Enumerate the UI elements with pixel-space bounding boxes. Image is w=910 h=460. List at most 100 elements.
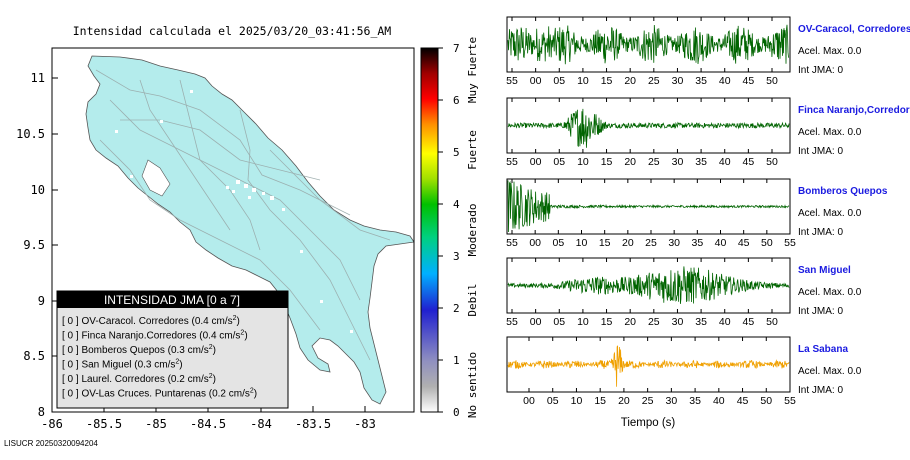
colorbar-tick-label: 5	[453, 146, 460, 159]
colorbar-category-label: No sentido	[466, 352, 479, 418]
waveform-tick-label: 15	[601, 156, 613, 168]
waveform-tick-label: 00	[530, 75, 542, 87]
colorbar-tick-label: 3	[453, 250, 460, 263]
waveform-tick-label: 50	[761, 237, 773, 249]
waveform-tick-label: 55	[784, 395, 796, 407]
station-name: OV-Caracol, Corredores	[798, 24, 910, 35]
intensity-colorbar: 0 1 2 3 4 5 6 7 No sentido Debil Moderado Fuerte Mu…	[420, 37, 479, 419]
waveform-tick-label: 55	[506, 156, 518, 168]
waveform-tick-label: 40	[719, 316, 731, 328]
map-x-axis: -86 -85.5 -85 -84.5 -84 -83.5 -83	[41, 406, 376, 431]
waveform-tick-label: 30	[672, 156, 684, 168]
legend-item: [ 0 ] Bomberos Quepos (0.3 cm/s2)	[62, 344, 216, 356]
waveform-tick-label: 05	[553, 75, 565, 87]
waveform-tick-label: 45	[743, 75, 755, 87]
waveform-tick-label: 35	[695, 316, 707, 328]
waveform-tick-label: 55	[506, 237, 518, 249]
waveform-tick-label: 40	[715, 237, 727, 249]
station-name: San Miguel	[798, 265, 851, 276]
waveform-tick-label: 25	[642, 395, 654, 407]
station-name: La Sabana	[798, 344, 848, 355]
station-int: Int JMA: 0	[798, 227, 843, 238]
waveform-tick-label: 20	[624, 156, 636, 168]
gulf-of-nicoya	[141, 159, 171, 197]
waveform-tick-label: 40	[713, 395, 725, 407]
waveform-tick-label: 05	[553, 156, 565, 168]
colorbar-tick-label: 6	[453, 94, 460, 107]
waveform-tick-label: 00	[523, 395, 535, 407]
legend-item: [ 0 ] Laurel. Corredores (0.2 cm/s2)	[62, 373, 216, 385]
colorbar-gradient	[420, 47, 439, 413]
waveform-tick-label: 45	[743, 156, 755, 168]
colorbar-tick-label: 7	[453, 42, 460, 55]
map-x-tick-label: -86	[41, 417, 63, 431]
station-int: Int JMA: 0	[798, 65, 843, 76]
waveform-tick-label: 30	[666, 395, 678, 407]
waveform-tick-label: 45	[743, 316, 755, 328]
waveform-tick-label: 20	[624, 316, 636, 328]
footer-id: LISUCR 20250320094204	[4, 439, 98, 448]
colorbar-tick-label: 1	[453, 354, 460, 367]
station-int: Int JMA: 0	[798, 306, 843, 317]
waveform-tick-label: 05	[553, 316, 565, 328]
waveform-tick-label: 10	[571, 395, 583, 407]
waveform-tick-label: 20	[622, 237, 634, 249]
map-y-tick-label: 9	[38, 294, 45, 308]
map-y-tick-label: 10	[31, 183, 45, 197]
waveform-tick-label: 00	[530, 316, 542, 328]
waveform-tick-label: 15	[594, 395, 606, 407]
map-x-tick-label: -83	[354, 417, 376, 431]
waveform-tick-label: 25	[648, 75, 660, 87]
waveform-trace	[507, 180, 790, 233]
waveform-tick-label: 55	[506, 75, 518, 87]
legend-title: INTENSIDAD JMA [0 a 7]	[104, 293, 240, 307]
map-x-tick-label: -85	[145, 417, 167, 431]
station-acel: Acel. Max. 0.0	[798, 208, 862, 219]
waveform-trace	[507, 108, 790, 148]
colorbar-category-label: Muy Fuerte	[466, 37, 479, 103]
waveform-tick-label: 35	[691, 237, 703, 249]
legend-box	[56, 290, 289, 409]
colorbar-tick-label: 0	[453, 406, 460, 419]
waveform-tick-label: 30	[672, 75, 684, 87]
map-y-tick-label: 10.5	[16, 127, 45, 141]
map-frame	[51, 47, 415, 413]
map-title: Intensidad calculada el 2025/03/20_03:41…	[73, 24, 392, 38]
station-name: Finca Naranjo,Corredores	[798, 105, 910, 116]
waveform-panel: 55 00 05 10 15 20 25 30 35 40 45 50 Finca Naranjo,Co…	[506, 97, 910, 168]
legend-item: [ 0 ] San Miguel (0.3 cm/s2)	[62, 359, 183, 371]
station-acel: Acel. Max. 0.0	[798, 287, 862, 298]
map-y-tick-label: 8.5	[23, 349, 45, 363]
waveform-tick-label: 00	[529, 237, 541, 249]
waveform-tick-label: 40	[719, 156, 731, 168]
map-y-tick-label: 8	[38, 405, 45, 419]
legend-header	[57, 291, 288, 308]
legend-item: [ 0 ] OV-Las Cruces. Puntarenas (0.2 cm/…	[62, 388, 257, 400]
map-y-tick-label: 9.5	[23, 238, 45, 252]
waveform-trace	[507, 345, 790, 387]
waveform-tick-label: 30	[668, 237, 680, 249]
waveform-tick-label: 40	[719, 75, 731, 87]
town-markers	[115, 90, 353, 333]
waveform-tick-label: 20	[624, 75, 636, 87]
waveform-tick-label: 10	[576, 237, 588, 249]
waveform-tick-label: 55	[506, 316, 518, 328]
waveform-tick-label: 50	[766, 316, 778, 328]
waveform-tick-label: 15	[601, 75, 613, 87]
colorbar-tick-label: 2	[453, 302, 460, 315]
station-acel: Acel. Max. 0.0	[798, 366, 862, 377]
waveform-panel: 55 00 05 10 15 20 25 30 35 40 45 50 55 Bomberos Quepo…	[506, 178, 888, 249]
waveform-tick-label: 50	[766, 156, 778, 168]
colorbar-tick-label: 4	[453, 198, 460, 211]
waveform-tick-label: 45	[738, 237, 750, 249]
waveform-tick-label: 10	[577, 156, 589, 168]
waveform-panel: 55 00 05 10 15 20 25 30 35 40 45 50 San Miguel Acel. …	[506, 257, 862, 328]
waveform-tick-label: 30	[672, 316, 684, 328]
map-y-tick-label: 11	[31, 71, 45, 85]
station-acel: Acel. Max. 0.0	[798, 46, 862, 57]
waveform-trace	[507, 24, 790, 65]
legend-item: [ 0 ] Finca Naranjo.Corredores (0.4 cm/s…	[62, 330, 248, 342]
waveform-tick-label: 25	[648, 316, 660, 328]
waveform-tick-label: 45	[737, 395, 749, 407]
station-int: Int JMA: 0	[798, 385, 843, 396]
